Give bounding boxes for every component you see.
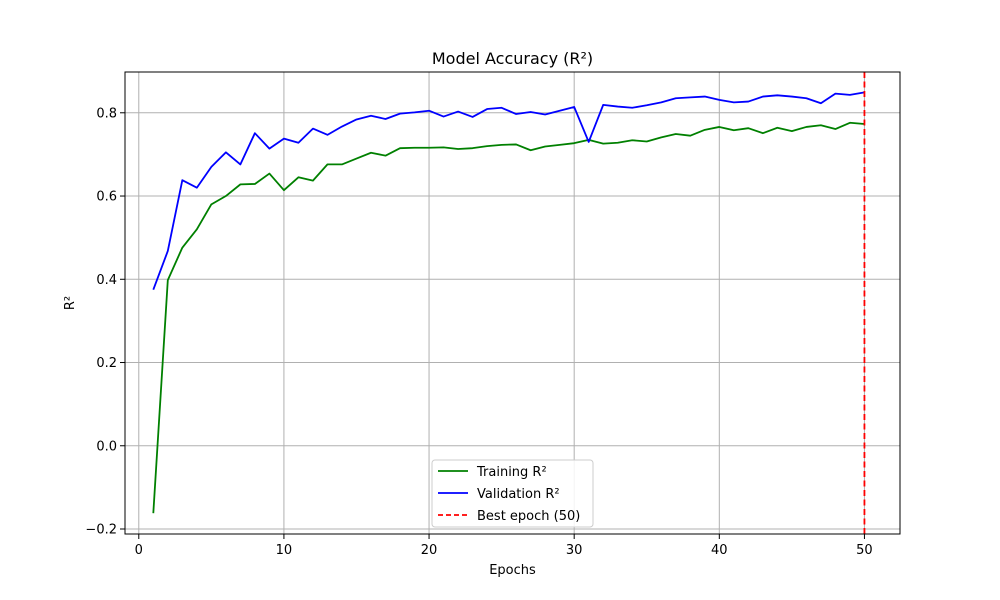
y-tick-label: 0.8: [96, 106, 117, 121]
training-r2-line: [152, 121, 865, 514]
chart-title: Model Accuracy (R²): [432, 49, 593, 68]
legend-label-training: Training R²: [476, 465, 547, 480]
validation-r2-line: [152, 91, 865, 290]
axis-ticks: 0 10 20 30 40 50 −0.2 0.0 0.2 0.4 0.6 0.8: [85, 106, 872, 558]
x-tick-label: 20: [421, 543, 438, 558]
legend-label-validation: Validation R²: [477, 487, 560, 502]
y-tick-label: 0.6: [96, 190, 117, 205]
legend-box: [431, 459, 594, 528]
y-tick-label: 0.2: [96, 356, 117, 371]
x-axis-label: Epochs: [489, 563, 536, 578]
legend-label-best-epoch: Best epoch (50): [477, 509, 580, 524]
legend: Training R² Validation R² Best epoch (50…: [431, 459, 594, 528]
plot-area-frame: [124, 71, 901, 535]
x-tick-label: 0: [135, 543, 143, 558]
y-tick-label: 0.0: [96, 439, 117, 454]
series-layer: [152, 72, 866, 534]
y-tick-label: 0.4: [96, 273, 117, 288]
y-axis-label: R²: [63, 296, 78, 310]
x-tick-label: 40: [711, 543, 728, 558]
x-tick-label: 30: [566, 543, 583, 558]
x-tick-label: 10: [276, 543, 293, 558]
grid-lines: [125, 72, 900, 534]
y-tick-label: −0.2: [85, 523, 117, 538]
x-tick-label: 50: [856, 543, 873, 558]
